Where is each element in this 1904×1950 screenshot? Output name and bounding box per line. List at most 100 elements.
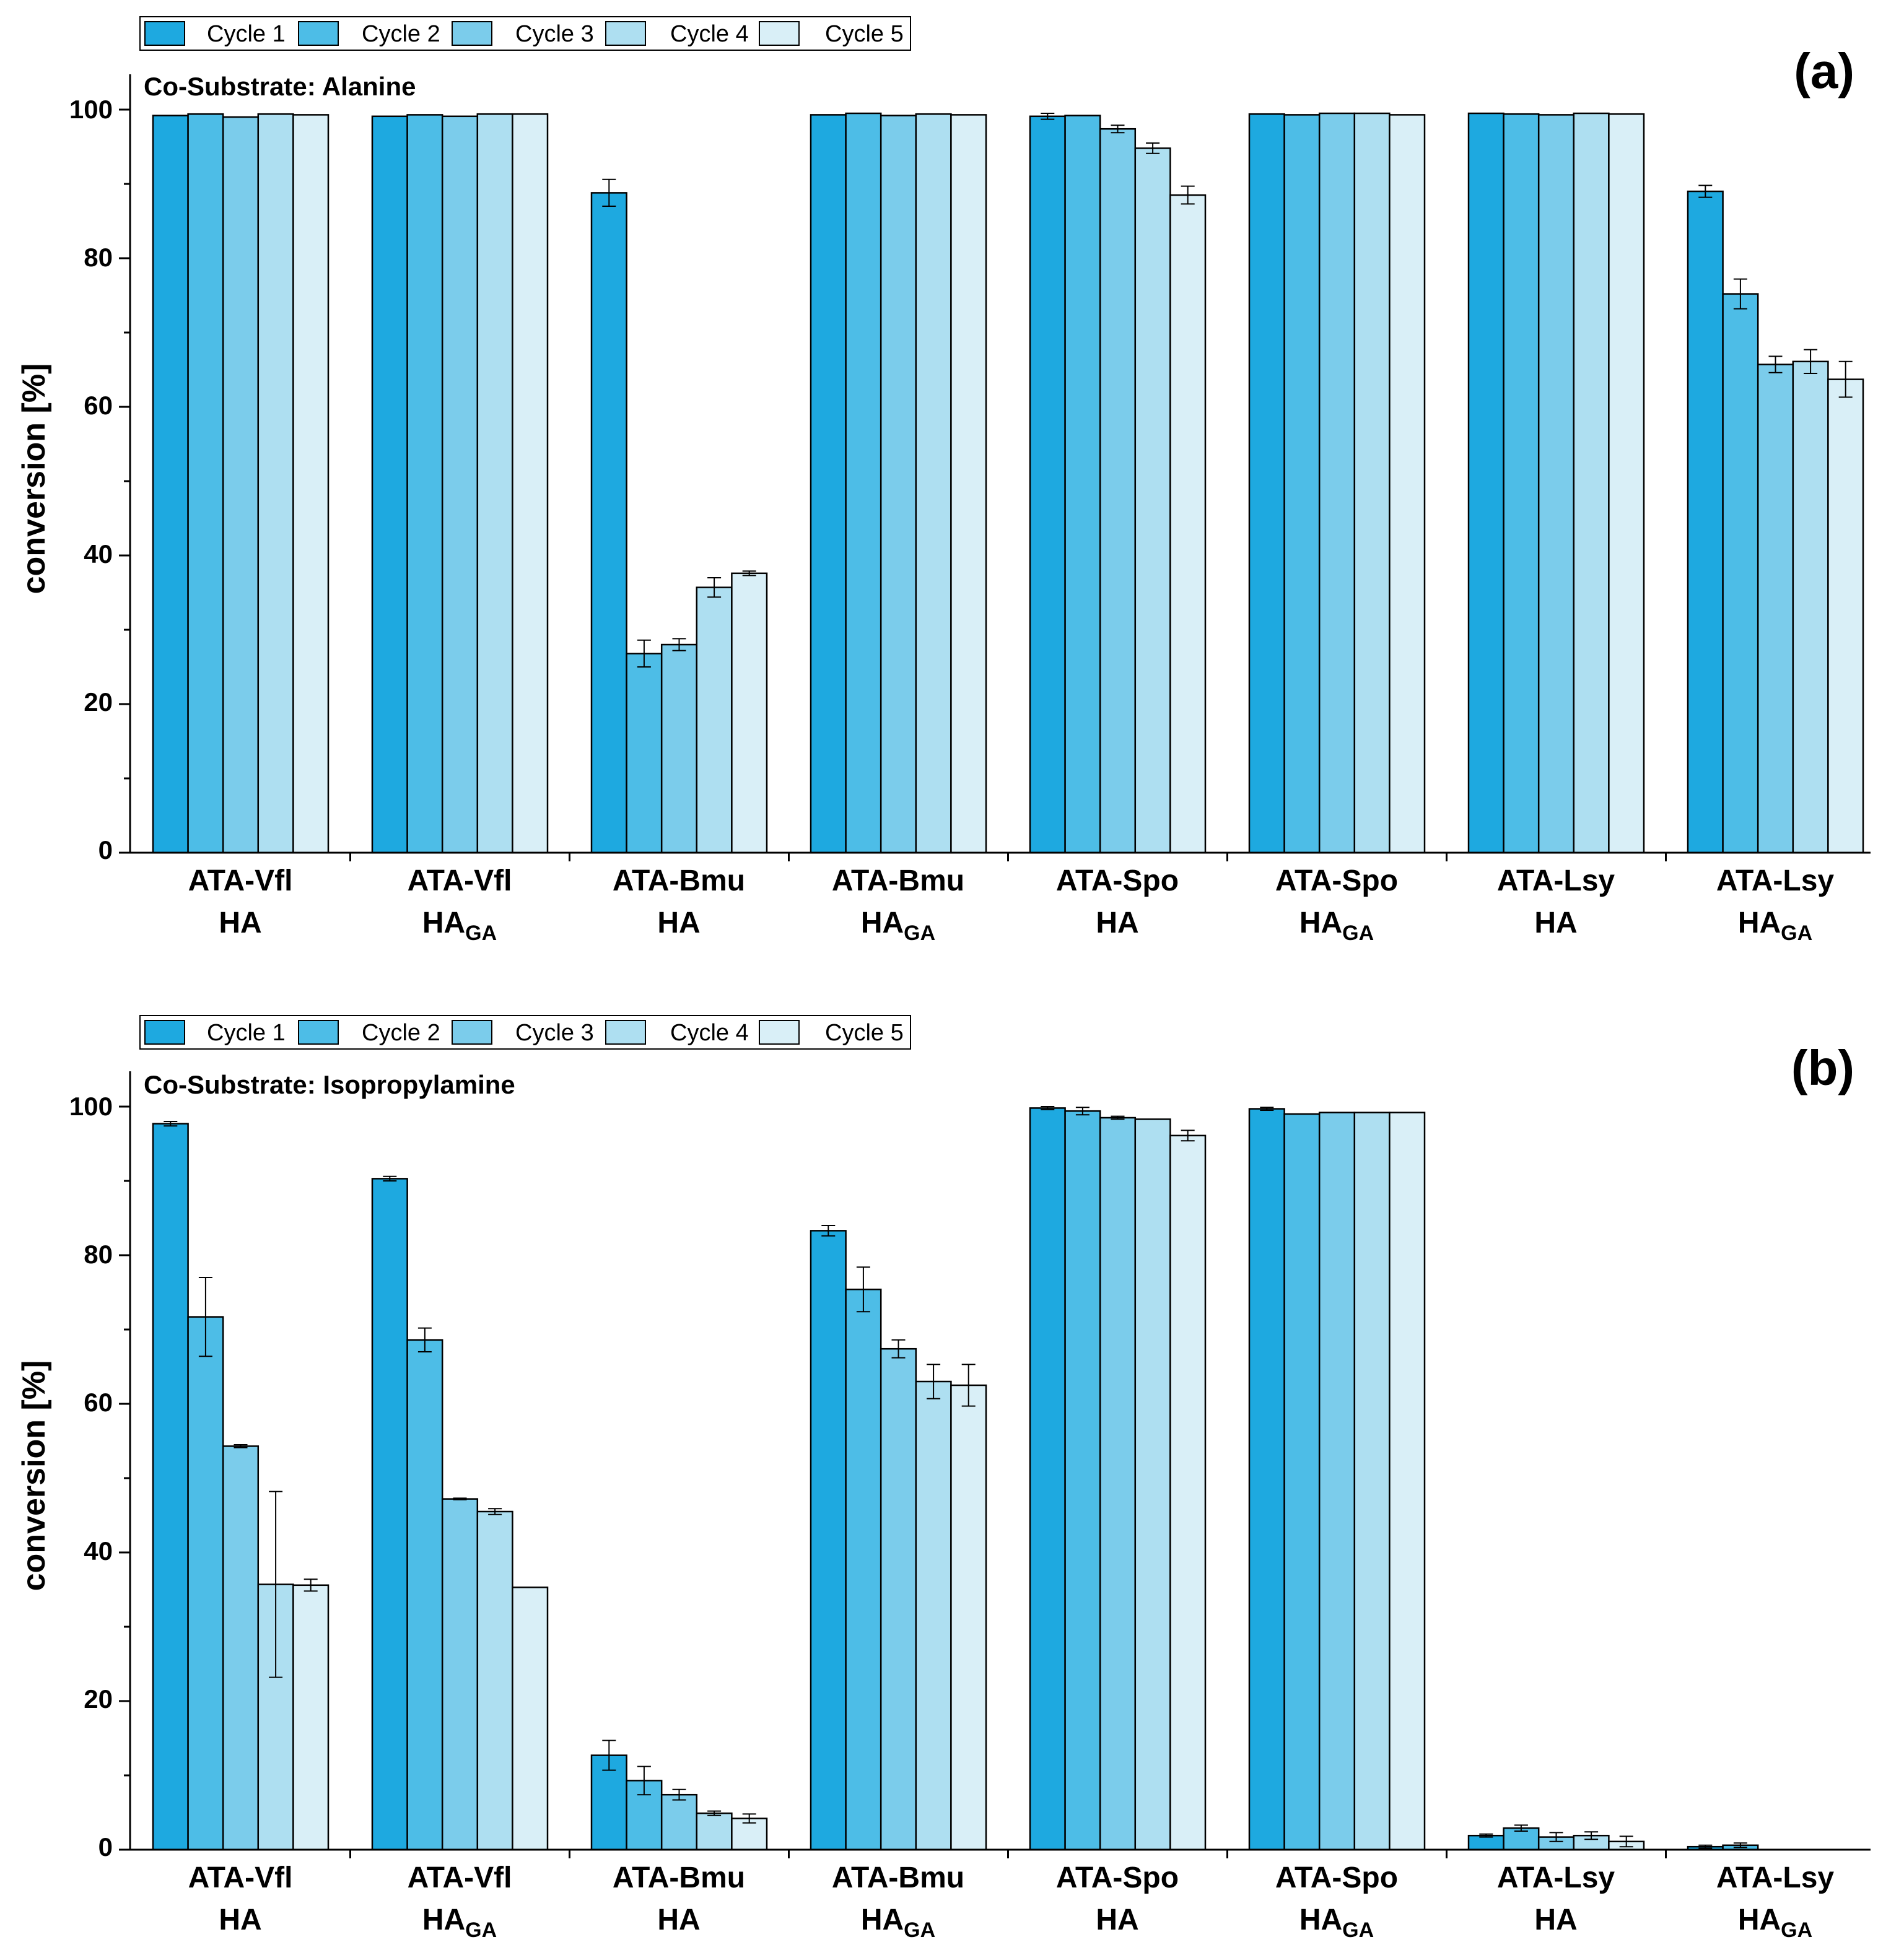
bar bbox=[1827, 378, 1864, 854]
y-axis-title: conversion [%] bbox=[16, 363, 52, 594]
panel-a-chart: Cycle 1 Cycle 2 Cycle 3 Cycle 4 Cycle 5 … bbox=[16, 16, 1871, 945]
category-sub-main: HA bbox=[422, 907, 465, 939]
category-sub-main: HA bbox=[657, 1904, 700, 1936]
category-label: ATA-Vfl bbox=[408, 864, 512, 897]
legend-label-cycle-1: Cycle 1 bbox=[207, 21, 286, 47]
bar bbox=[810, 1230, 847, 1851]
bar bbox=[1353, 112, 1391, 854]
bar bbox=[1099, 1116, 1137, 1851]
category-sub-label: HAGA bbox=[1738, 1904, 1812, 1942]
category-label: ATA-Bmu bbox=[832, 864, 964, 897]
bar bbox=[950, 1384, 987, 1851]
category-label: ATA-Vfl bbox=[408, 1861, 512, 1894]
category-label: ATA-Vfl bbox=[188, 864, 293, 897]
category-sub-main: HA bbox=[861, 1904, 904, 1936]
bar bbox=[1573, 112, 1610, 854]
legend-label-cycle-3: Cycle 3 bbox=[515, 21, 594, 47]
axis-ticks bbox=[119, 108, 1667, 861]
legend-swatch-cycle-4 bbox=[605, 21, 646, 46]
category-sub-label: HA bbox=[1534, 1904, 1577, 1936]
legend-swatch-cycle-2 bbox=[298, 21, 339, 46]
legend-label-cycle-2: Cycle 2 bbox=[362, 21, 440, 47]
bar bbox=[1029, 115, 1066, 854]
y-tick-label: 80 bbox=[84, 243, 113, 272]
category-label: ATA-Bmu bbox=[613, 1861, 745, 1894]
y-tick-label: 60 bbox=[84, 1388, 113, 1417]
bar bbox=[476, 1510, 513, 1851]
category-sub-label: HAGA bbox=[422, 907, 497, 945]
bar bbox=[915, 1380, 952, 1851]
bar bbox=[222, 1445, 260, 1851]
category-sub-main: HA bbox=[1738, 1904, 1781, 1936]
category-subscript: GA bbox=[465, 1918, 497, 1942]
category-subscript: GA bbox=[465, 921, 497, 945]
bar bbox=[1248, 1108, 1285, 1851]
legend-frame bbox=[139, 16, 911, 51]
category-labels: ATA-Vfl HA ATA-Vfl HAGA ATA-Bmu HA ATA-B… bbox=[188, 864, 1835, 945]
category-sub-main: HA bbox=[1299, 1904, 1342, 1936]
legend-swatch-cycle-2 bbox=[298, 1020, 339, 1045]
bar bbox=[152, 115, 189, 854]
category-sub-main: HA bbox=[1096, 1904, 1138, 1936]
legend-label-cycle-1: Cycle 1 bbox=[207, 1020, 286, 1046]
category-subscript: GA bbox=[904, 921, 935, 945]
bars bbox=[152, 112, 1864, 854]
category-sub-main: HA bbox=[1534, 907, 1577, 939]
category-label: ATA-Bmu bbox=[832, 1861, 964, 1894]
category-subscript: GA bbox=[1342, 1918, 1374, 1942]
category-sub-label: HA bbox=[657, 907, 700, 939]
legend: Cycle 1 Cycle 2 Cycle 3 Cycle 4 Cycle 5 bbox=[139, 1015, 911, 1050]
bar bbox=[512, 1587, 549, 1851]
category-label: ATA-Spo bbox=[1056, 1861, 1179, 1894]
bar bbox=[292, 114, 330, 854]
category-sub-label: HA bbox=[219, 1904, 261, 1936]
category-labels: ATA-Vfl HA ATA-Vfl HAGA ATA-Bmu HA ATA-B… bbox=[188, 1861, 1835, 1942]
bar bbox=[1757, 363, 1794, 854]
category-sub-main: HA bbox=[1096, 907, 1138, 939]
category-label: ATA-Lsy bbox=[1716, 864, 1835, 897]
category-label: ATA-Lsy bbox=[1716, 1861, 1835, 1894]
bar bbox=[1389, 1112, 1426, 1851]
bar bbox=[660, 1793, 698, 1851]
category-label: ATA-Lsy bbox=[1497, 864, 1615, 897]
legend-swatch-cycle-1 bbox=[144, 21, 185, 46]
category-label: ATA-Spo bbox=[1056, 864, 1179, 897]
bar bbox=[371, 115, 408, 854]
bar bbox=[222, 116, 260, 854]
bar bbox=[187, 1316, 224, 1851]
bar bbox=[845, 112, 882, 854]
bar bbox=[1353, 1112, 1391, 1851]
y-tick-label: 80 bbox=[84, 1240, 113, 1269]
bar bbox=[441, 115, 479, 854]
bar bbox=[1722, 293, 1759, 854]
bar bbox=[1283, 1113, 1321, 1851]
y-tick-label: 20 bbox=[84, 1684, 113, 1713]
category-label: ATA-Bmu bbox=[613, 864, 745, 897]
category-sub-main: HA bbox=[422, 1904, 465, 1936]
legend-label-cycle-4: Cycle 4 bbox=[670, 1020, 749, 1046]
legend-frame bbox=[139, 1015, 911, 1050]
category-sub-main: HA bbox=[861, 907, 904, 939]
category-sub-label: HAGA bbox=[861, 907, 935, 945]
category-subscript: GA bbox=[1781, 921, 1812, 945]
bar bbox=[1792, 360, 1829, 854]
y-tick-label: 20 bbox=[84, 687, 113, 716]
legend-swatch-cycle-1 bbox=[144, 1020, 185, 1045]
bar bbox=[1169, 194, 1207, 854]
category-subscript: GA bbox=[904, 1918, 935, 1942]
bar bbox=[1687, 190, 1724, 854]
y-tick-label: 0 bbox=[98, 1832, 113, 1861]
bar bbox=[187, 113, 224, 854]
bars bbox=[152, 1107, 1759, 1851]
bar bbox=[1467, 112, 1504, 854]
panel-b-chart: Cycle 1 Cycle 2 Cycle 3 Cycle 4 Cycle 5 … bbox=[16, 1015, 1871, 1942]
bar bbox=[626, 653, 663, 854]
category-sub-label: HA bbox=[1096, 1904, 1138, 1936]
bar bbox=[257, 113, 294, 854]
bar bbox=[660, 643, 698, 854]
category-sub-label: HA bbox=[219, 907, 261, 939]
bar bbox=[1318, 1112, 1356, 1851]
bar bbox=[1389, 114, 1426, 854]
legend-swatch-cycle-3 bbox=[452, 21, 492, 46]
bar bbox=[441, 1498, 479, 1851]
